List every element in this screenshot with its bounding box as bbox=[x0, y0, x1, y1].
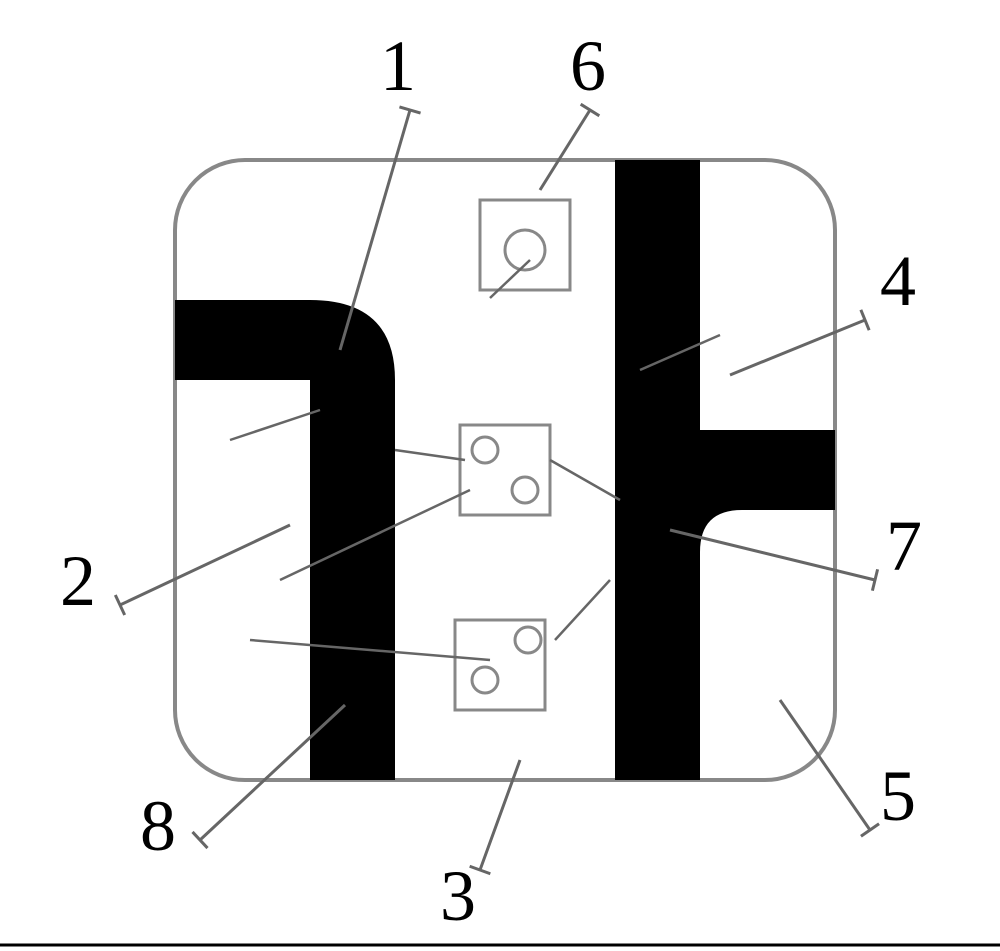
channel-right-vertical bbox=[615, 160, 700, 780]
callout-2: 2 bbox=[60, 545, 96, 617]
small-box-box7 bbox=[460, 425, 550, 515]
small-box-box6 bbox=[480, 200, 570, 290]
connector-line bbox=[395, 450, 465, 460]
channel-right-arm bbox=[700, 430, 835, 552]
connector-line bbox=[555, 580, 610, 640]
leader-tick-5 bbox=[861, 824, 879, 837]
small-box-box3 bbox=[455, 620, 545, 710]
leader-4 bbox=[730, 320, 865, 375]
connector-line bbox=[550, 460, 620, 500]
callout-4: 4 bbox=[880, 245, 916, 317]
callout-1: 1 bbox=[380, 30, 416, 102]
callout-3: 3 bbox=[440, 860, 476, 932]
leader-3 bbox=[480, 760, 520, 870]
leader-2 bbox=[120, 525, 290, 605]
connector-line bbox=[490, 260, 530, 298]
leader-7 bbox=[670, 530, 875, 580]
diagram-stage: 1 6 4 7 5 2 8 3 bbox=[0, 0, 1000, 951]
callout-7: 7 bbox=[886, 510, 922, 582]
callout-5: 5 bbox=[880, 760, 916, 832]
callout-6: 6 bbox=[570, 30, 606, 102]
callout-8: 8 bbox=[140, 790, 176, 862]
leader-5 bbox=[780, 700, 870, 830]
connector-line bbox=[230, 410, 320, 440]
leader-6 bbox=[540, 110, 590, 190]
leader-1 bbox=[340, 110, 410, 350]
